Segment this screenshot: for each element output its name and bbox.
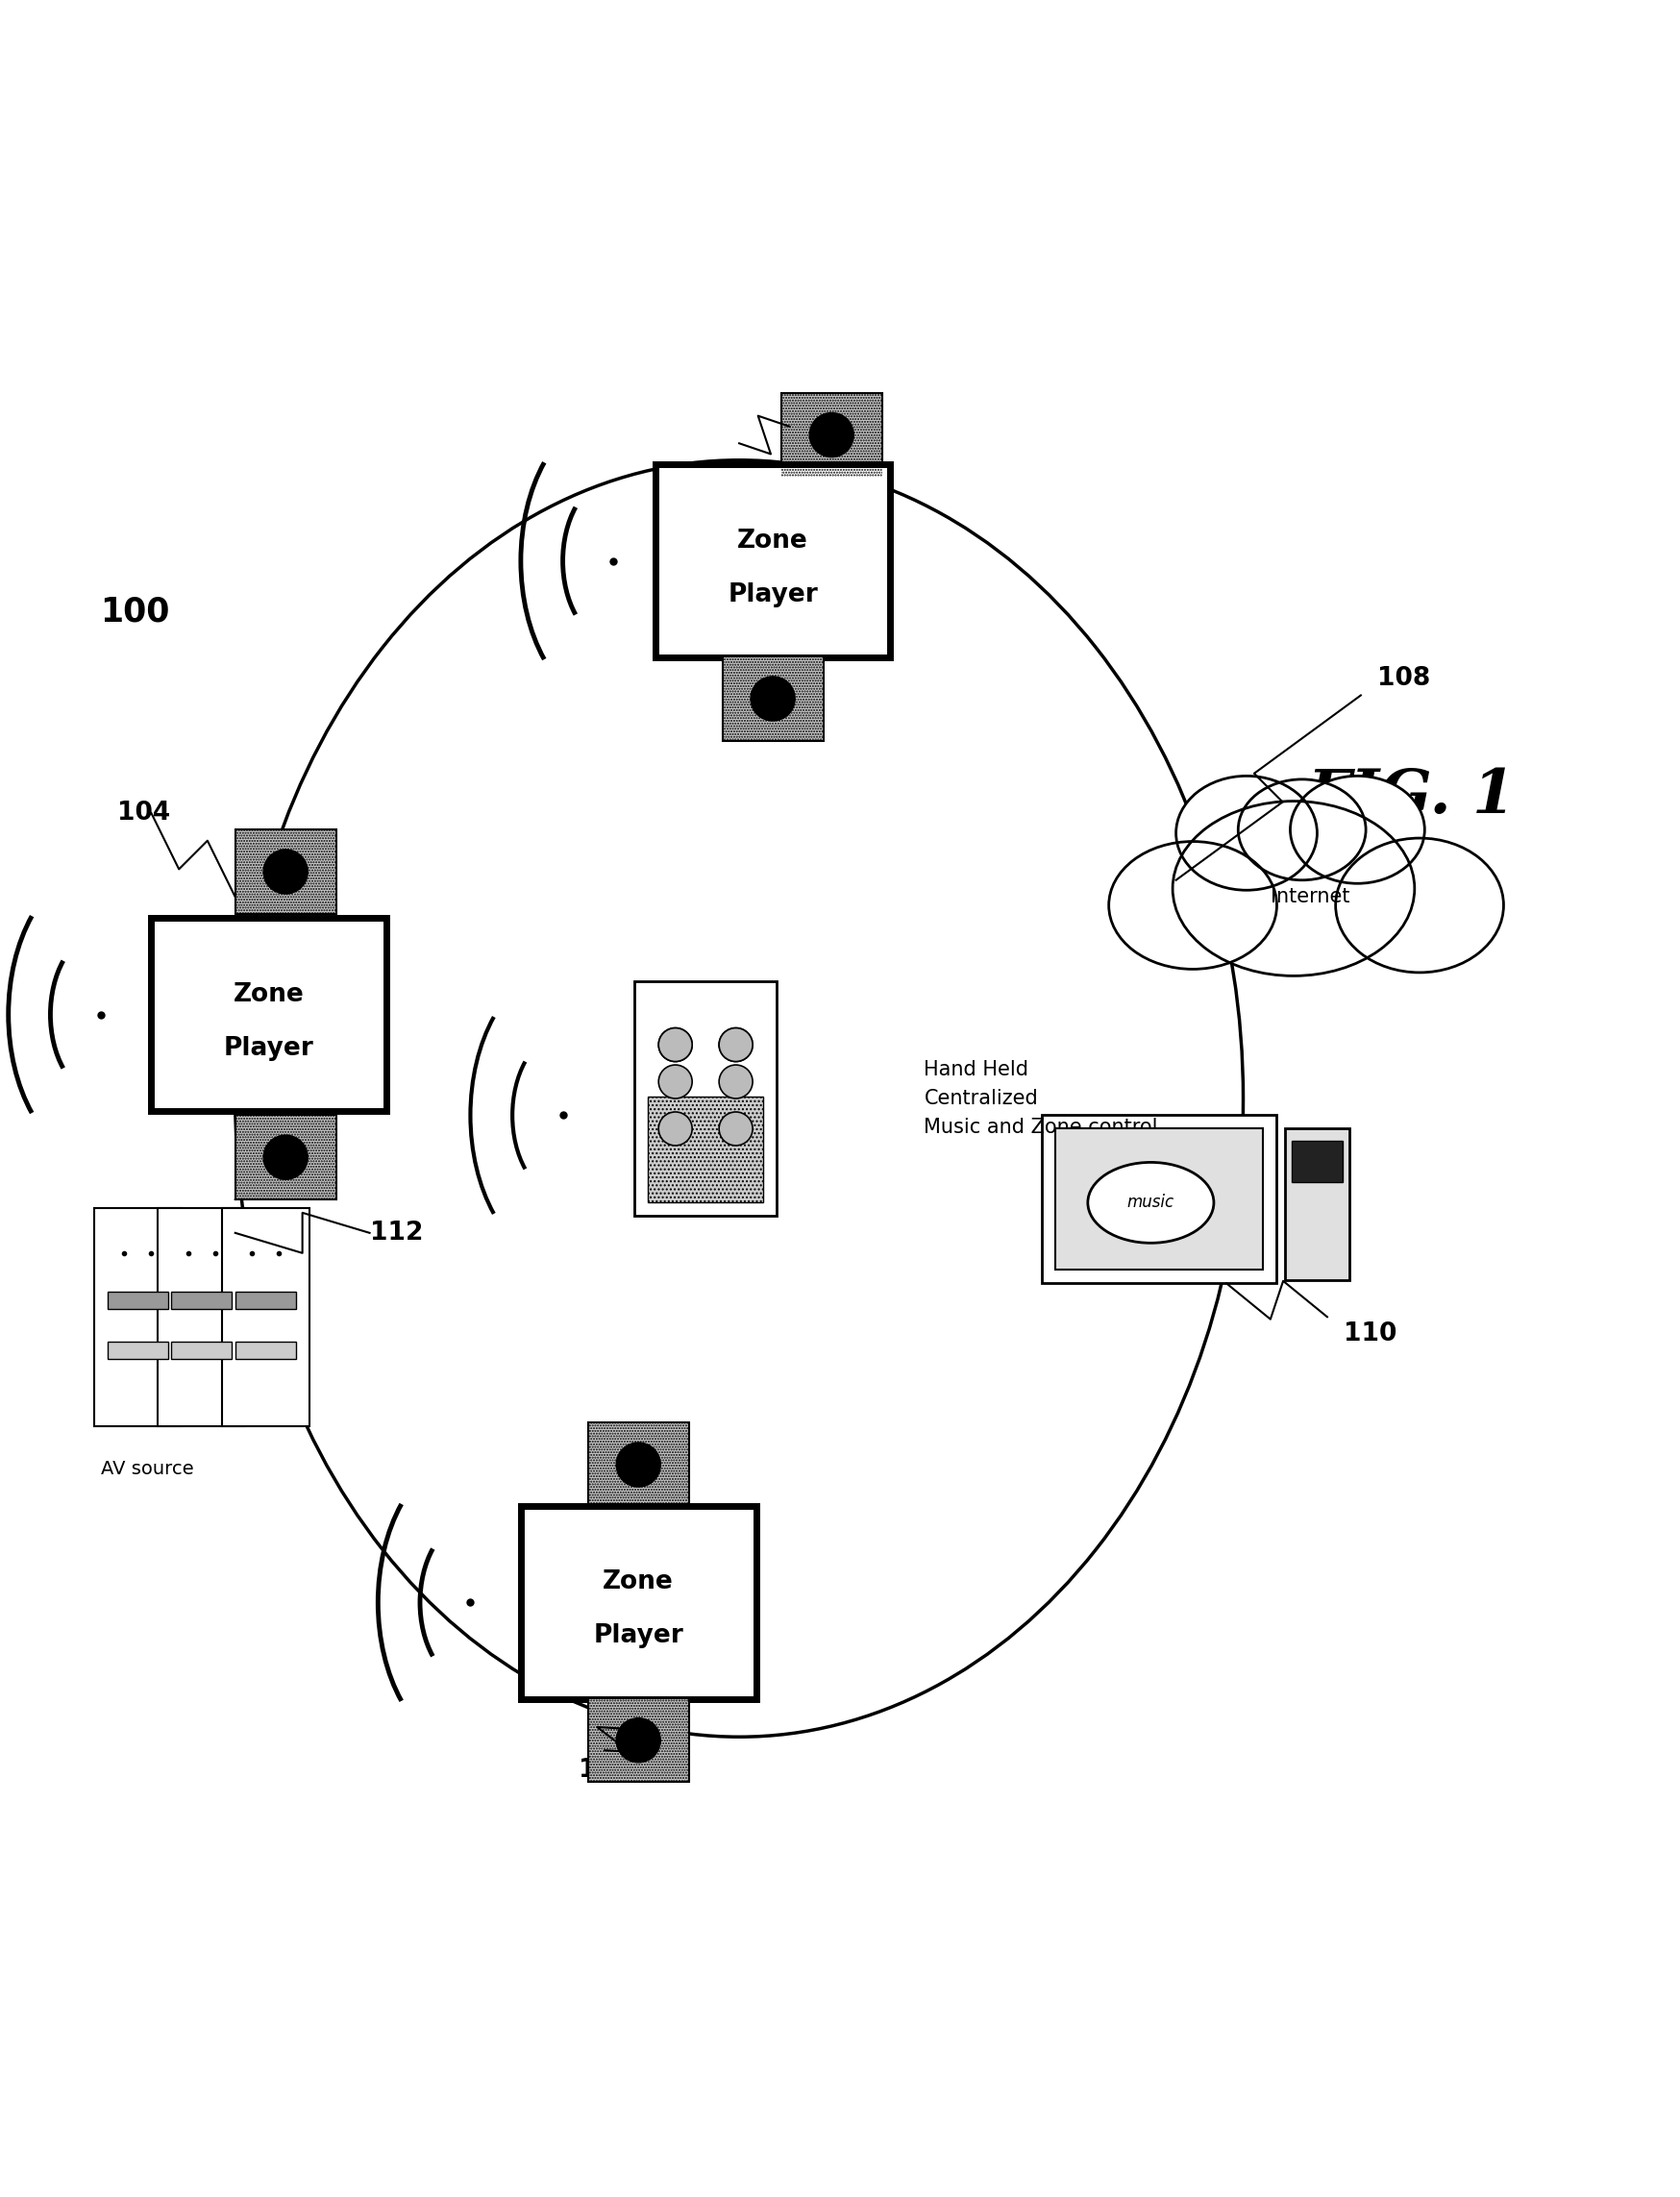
Ellipse shape: [1336, 837, 1504, 973]
Text: AV source: AV source: [101, 1459, 193, 1479]
Bar: [648, 1096, 763, 1202]
Text: 108: 108: [1378, 666, 1431, 692]
Bar: [151, 918, 386, 1112]
Bar: [94, 1208, 181, 1426]
Text: Zone: Zone: [234, 982, 304, 1006]
Bar: [588, 1424, 689, 1507]
Text: Internet: Internet: [1270, 888, 1351, 907]
Text: Zone: Zone: [603, 1571, 674, 1595]
Text: 102: 102: [806, 413, 860, 439]
Bar: [1042, 1116, 1277, 1283]
Text: 104: 104: [118, 800, 171, 826]
Bar: [781, 393, 882, 477]
Text: 100: 100: [99, 595, 170, 628]
Bar: [235, 830, 336, 914]
Text: Player: Player: [223, 1035, 314, 1061]
Bar: [588, 1698, 689, 1782]
Text: 106: 106: [578, 1758, 632, 1784]
Bar: [235, 1342, 296, 1360]
Text: music: music: [1127, 1193, 1174, 1211]
Bar: [588, 1424, 689, 1507]
Bar: [655, 464, 890, 657]
Text: Hand Held
Centralized
Music and Zone control: Hand Held Centralized Music and Zone con…: [924, 1061, 1158, 1136]
Bar: [1055, 1129, 1263, 1270]
Text: Player: Player: [727, 582, 818, 606]
Bar: [171, 1292, 232, 1309]
Text: 112: 112: [370, 1219, 423, 1246]
Circle shape: [719, 1112, 753, 1145]
Circle shape: [617, 1443, 660, 1487]
Circle shape: [719, 1028, 753, 1061]
Circle shape: [264, 1136, 307, 1180]
Text: Zone: Zone: [738, 527, 808, 554]
Bar: [235, 1116, 336, 1200]
Ellipse shape: [1290, 776, 1425, 883]
Bar: [781, 393, 882, 477]
Text: Player: Player: [593, 1624, 684, 1648]
Bar: [222, 1208, 309, 1426]
Ellipse shape: [1176, 776, 1317, 890]
Ellipse shape: [1238, 780, 1366, 881]
Text: FIG. 1: FIG. 1: [1307, 767, 1515, 826]
Bar: [108, 1342, 168, 1360]
Bar: [171, 1342, 232, 1360]
Bar: [235, 1292, 296, 1309]
Ellipse shape: [1089, 1162, 1213, 1244]
Circle shape: [617, 1718, 660, 1762]
Circle shape: [719, 1028, 753, 1061]
Circle shape: [659, 1066, 692, 1098]
Bar: [722, 657, 823, 740]
Bar: [1285, 1129, 1349, 1281]
Bar: [235, 1116, 336, 1200]
Bar: [722, 657, 823, 740]
Circle shape: [719, 1066, 753, 1098]
Bar: [108, 1292, 168, 1309]
Ellipse shape: [1173, 802, 1415, 975]
Bar: [521, 1505, 756, 1698]
Circle shape: [810, 413, 853, 457]
Circle shape: [751, 677, 795, 721]
Bar: [1292, 1140, 1342, 1182]
Bar: [158, 1208, 245, 1426]
Circle shape: [659, 1028, 692, 1061]
Bar: [588, 1698, 689, 1782]
Circle shape: [659, 1112, 692, 1145]
Ellipse shape: [1109, 841, 1277, 969]
Circle shape: [659, 1028, 692, 1061]
Bar: [235, 830, 336, 914]
Circle shape: [264, 850, 307, 894]
Bar: [635, 980, 776, 1217]
Text: 110: 110: [1344, 1320, 1398, 1347]
